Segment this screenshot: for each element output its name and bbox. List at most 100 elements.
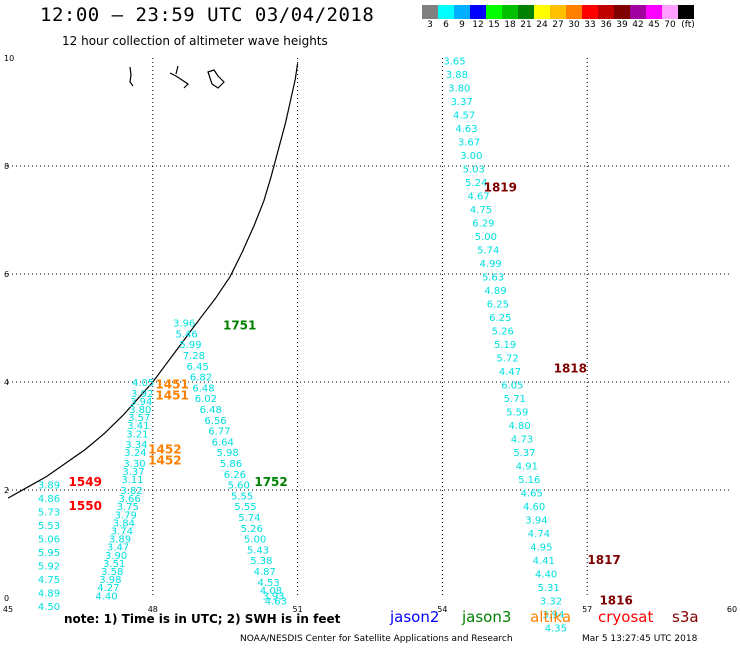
wave-height-value: 5.92 — [38, 562, 60, 573]
wave-height-value: 3.84 — [113, 518, 135, 529]
legend-label: 36 — [600, 20, 612, 30]
wave-height-value: 5.53 — [38, 521, 60, 532]
legend-label: 45 — [648, 20, 660, 30]
wave-height-value: 6.48 — [200, 405, 222, 416]
wave-height-value: 3.88 — [446, 70, 468, 81]
pass-time-label: 1549 — [69, 475, 102, 489]
wave-height-value: 4.41 — [533, 556, 555, 567]
legend-swatch — [502, 5, 518, 19]
credit-timestamp: Mar 5 13:27:45 UTC 2018 — [582, 634, 698, 644]
wave-height-value: 5.99 — [179, 340, 201, 351]
wave-height-value: 4.63 — [455, 124, 477, 135]
wave-height-value: 5.24 — [465, 178, 487, 189]
wave-height-value: 3.82 — [120, 486, 142, 497]
wave-height-value: 4.05 — [132, 378, 154, 389]
wave-height-value: 3.89 — [38, 481, 60, 492]
wave-height-value: 5.72 — [496, 354, 518, 365]
wave-height-value: 3.92 — [131, 389, 153, 400]
legend-swatch — [614, 5, 630, 19]
pass-time-label: 1818 — [554, 362, 587, 376]
lat-tick-label: 6 — [4, 270, 9, 279]
lon-tick-label: 51 — [293, 605, 303, 614]
wave-height-value: 5.63 — [482, 273, 504, 284]
legend-label: 15 — [488, 20, 500, 30]
wave-height-value: 4.60 — [523, 502, 545, 513]
legend-swatch — [678, 5, 694, 19]
legend-swatch — [566, 5, 582, 19]
wave-height-value: 4.91 — [516, 462, 538, 473]
wave-height-value: 3.94 — [130, 397, 152, 408]
lat-tick-label: 0 — [4, 594, 9, 603]
legend-unit: (ft) — [681, 20, 695, 30]
wave-height-value: 5.86 — [220, 459, 242, 470]
wave-height-value: 3.34 — [125, 440, 147, 451]
wave-height-value: 5.00 — [244, 535, 266, 546]
satellite-legend-item: s3a — [672, 608, 699, 626]
wave-height-value: 3.32 — [540, 597, 562, 608]
wave-height-value: 3.94 — [525, 516, 547, 527]
wave-height-value: 5.38 — [250, 556, 272, 567]
wave-height-legend: 3 6 9 12 15 18 21 24 27 30 33 36 39 42 45 70 (ft) — [422, 5, 740, 31]
wave-height-value: 4.47 — [499, 367, 521, 378]
legend-swatch — [582, 5, 598, 19]
wave-height-value: 3.89 — [109, 535, 131, 546]
pass-time-label: 1816 — [599, 594, 632, 608]
wave-height-value: 3.66 — [118, 494, 140, 505]
wave-height-value: 4.95 — [530, 543, 552, 554]
wave-height-value: 3.65 — [443, 57, 465, 68]
wave-height-value: 4.35 — [545, 624, 567, 635]
footnote: note: 1) Time is in UTC; 2) SWH is in fe… — [64, 612, 341, 626]
wave-height-value: 6.05 — [501, 381, 523, 392]
wave-height-value: 3.57 — [128, 413, 150, 424]
satellite-legend-item: altika — [530, 608, 572, 626]
wave-height-value: 3.41 — [127, 421, 149, 432]
wave-height-value: 5.55 — [234, 502, 256, 513]
wave-height-value: 3.80 — [129, 405, 151, 416]
wave-height-value: 6.45 — [187, 362, 209, 373]
wave-height-value: 6.56 — [204, 416, 226, 427]
wave-height-value: 4.50 — [38, 602, 60, 613]
legend-label: 39 — [616, 20, 628, 30]
legend-swatch — [438, 5, 454, 19]
legend-swatch — [422, 5, 438, 19]
pass-time-label: 1451 — [155, 389, 188, 403]
lon-tick-label: 57 — [582, 605, 592, 614]
wave-height-value: 4.75 — [38, 575, 60, 586]
wave-height-value: 6.48 — [192, 383, 214, 394]
pass-time-label: 1751 — [223, 318, 256, 332]
lat-tick-label: 8 — [4, 162, 9, 171]
wave-height-value: 3.37 — [122, 467, 144, 478]
lat-tick-label: 2 — [4, 486, 9, 495]
wave-height-value: 5.60 — [228, 481, 250, 492]
wave-height-value: 3.47 — [107, 543, 129, 554]
legend-swatch — [454, 5, 470, 19]
wave-height-value: 5.00 — [475, 232, 497, 243]
legend-label: 9 — [459, 20, 465, 30]
wave-height-value: 6.26 — [224, 470, 246, 481]
wave-height-value: 3.11 — [121, 475, 143, 486]
legend-swatch — [518, 5, 534, 19]
wave-height-value: 6.02 — [195, 394, 217, 405]
legend-label: 21 — [520, 20, 532, 30]
legend-label: 30 — [568, 20, 580, 30]
legend-label: 70 — [664, 20, 676, 30]
wave-height-value: 6.82 — [190, 373, 212, 384]
legend-swatch — [630, 5, 646, 19]
wave-height-value: 6.25 — [487, 300, 509, 311]
lon-tick-label: 60 — [727, 605, 737, 614]
coastline — [7, 63, 299, 499]
wave-height-value: 6.77 — [208, 427, 230, 438]
wave-height-value: 4.08 — [260, 586, 282, 597]
wave-height-value: 6.25 — [489, 313, 511, 324]
wave-height-value: 4.89 — [484, 286, 506, 297]
lat-tick-label: 4 — [4, 378, 9, 387]
legend-swatch — [550, 5, 566, 19]
wave-height-value: 4.27 — [97, 583, 119, 594]
lat-tick-label: 10 — [4, 54, 14, 63]
wave-height-value: 4.63 — [265, 597, 287, 608]
wave-height-value: 4.65 — [521, 489, 543, 500]
legend-swatch — [470, 5, 486, 19]
pass-time-label: 1550 — [69, 499, 102, 513]
wave-height-value: 3.75 — [117, 502, 139, 513]
